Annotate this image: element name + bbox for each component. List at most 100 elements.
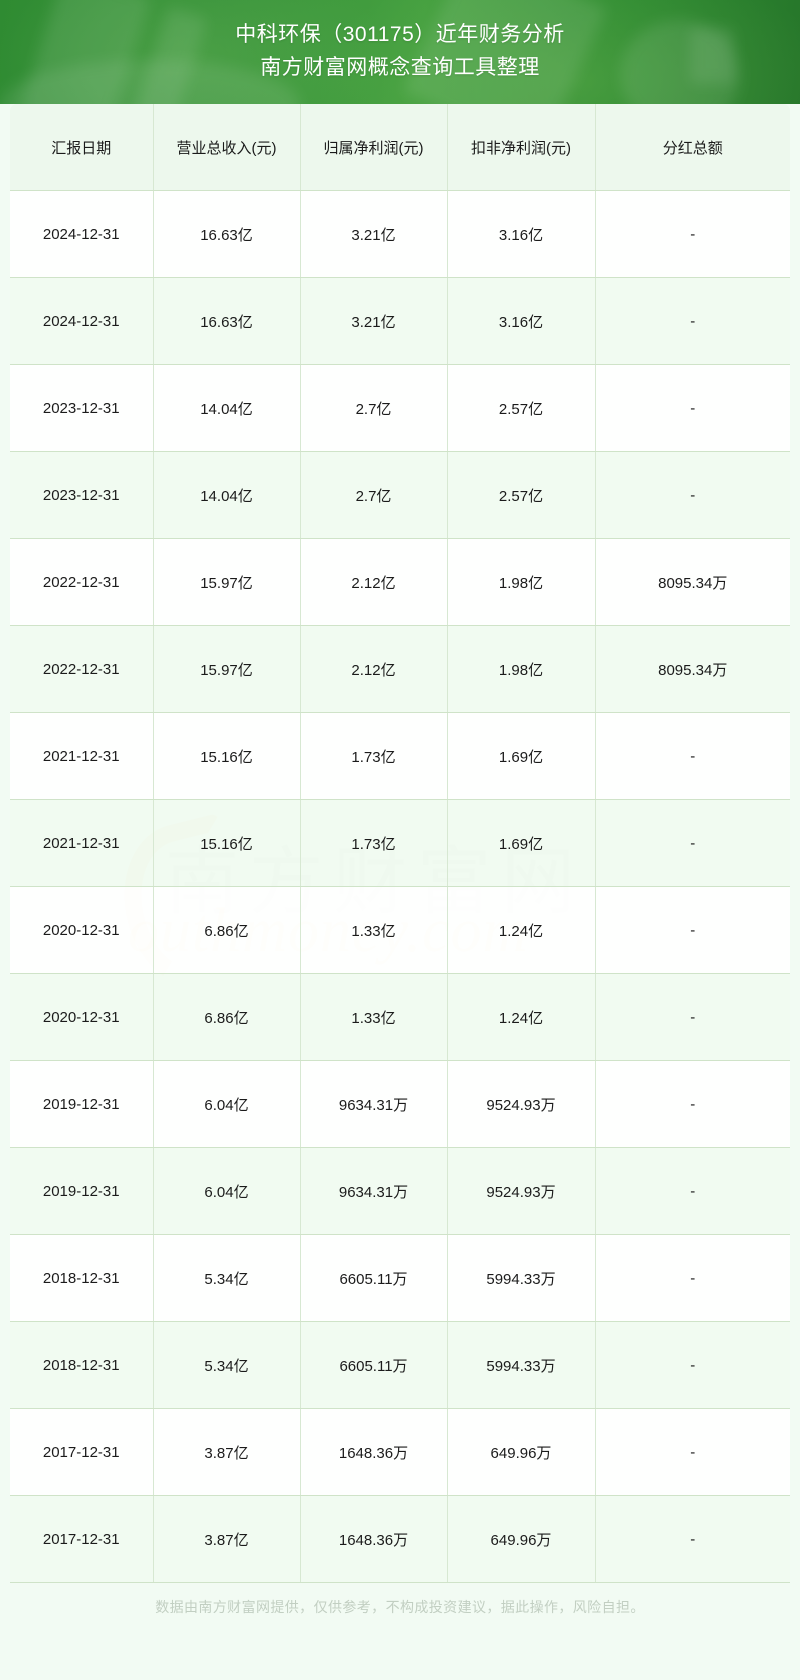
- cell-net-profit: 1.33亿: [300, 973, 448, 1061]
- cell-date: 2022-12-31: [10, 625, 154, 713]
- cell-revenue: 15.16亿: [153, 799, 301, 887]
- table-header-row: 汇报日期 营业总收入(元) 归属净利润(元) 扣非净利润(元) 分红总额: [10, 104, 790, 191]
- table-row: 2020-12-31 6.86亿 1.33亿 1.24亿 -: [10, 886, 790, 974]
- cell-date: 2020-12-31: [10, 973, 154, 1061]
- cell-revenue: 15.97亿: [153, 625, 301, 713]
- cell-revenue: 6.86亿: [153, 886, 301, 974]
- page-subtitle: 南方财富网概念查询工具整理: [260, 56, 540, 79]
- cell-revenue: 3.87亿: [153, 1495, 301, 1583]
- cell-deducted-profit: 1.24亿: [447, 886, 596, 974]
- cell-dividend: -: [595, 1234, 790, 1322]
- table-row: 2017-12-31 3.87亿 1648.36万 649.96万 -: [10, 1408, 790, 1496]
- column-header-date: 汇报日期: [10, 104, 154, 191]
- table-row: 2017-12-31 3.87亿 1648.36万 649.96万 -: [10, 1495, 790, 1583]
- cell-revenue: 14.04亿: [153, 364, 301, 452]
- cell-dividend: -: [595, 1321, 790, 1409]
- cell-deducted-profit: 5994.33万: [447, 1234, 596, 1322]
- cell-net-profit: 2.7亿: [300, 364, 448, 452]
- cell-dividend: -: [595, 1495, 790, 1583]
- column-header-dividend: 分红总额: [595, 104, 790, 191]
- cell-deducted-profit: 1.24亿: [447, 973, 596, 1061]
- cell-net-profit: 1648.36万: [300, 1495, 448, 1583]
- cell-date: 2023-12-31: [10, 451, 154, 539]
- cell-date: 2022-12-31: [10, 538, 154, 626]
- cell-dividend: 8095.34万: [595, 538, 790, 626]
- cell-date: 2024-12-31: [10, 190, 154, 278]
- table-row: 2018-12-31 5.34亿 6605.11万 5994.33万 -: [10, 1321, 790, 1409]
- cell-net-profit: 2.12亿: [300, 538, 448, 626]
- cell-revenue: 6.86亿: [153, 973, 301, 1061]
- table-row: 2021-12-31 15.16亿 1.73亿 1.69亿 -: [10, 799, 790, 887]
- cell-net-profit: 1648.36万: [300, 1408, 448, 1496]
- page-title: 中科环保（301175）近年财务分析: [235, 23, 565, 46]
- table-row: 2019-12-31 6.04亿 9634.31万 9524.93万 -: [10, 1060, 790, 1148]
- cell-net-profit: 1.73亿: [300, 712, 448, 800]
- table-row: 2022-12-31 15.97亿 2.12亿 1.98亿 8095.34万: [10, 625, 790, 713]
- table-body: 2024-12-31 16.63亿 3.21亿 3.16亿 -2024-12-31 16.…: [10, 190, 790, 1583]
- cell-revenue: 5.34亿: [153, 1234, 301, 1322]
- cell-dividend: -: [595, 190, 790, 278]
- cell-net-profit: 6605.11万: [300, 1234, 448, 1322]
- table-row: 2024-12-31 16.63亿 3.21亿 3.16亿 -: [10, 277, 790, 365]
- table-row: 2023-12-31 14.04亿 2.7亿 2.57亿 -: [10, 451, 790, 539]
- cell-dividend: -: [595, 1408, 790, 1496]
- cell-date: 2020-12-31: [10, 886, 154, 974]
- cell-deducted-profit: 3.16亿: [447, 190, 596, 278]
- financial-table-container: 汇报日期 营业总收入(元) 归属净利润(元) 扣非净利润(元) 分红总额 202…: [10, 104, 790, 1583]
- cell-deducted-profit: 1.98亿: [447, 538, 596, 626]
- banner-titles: 中科环保（301175）近年财务分析 南方财富网概念查询工具整理: [0, 0, 800, 84]
- cell-deducted-profit: 2.57亿: [447, 451, 596, 539]
- column-header-revenue: 营业总收入(元): [153, 104, 301, 191]
- cell-net-profit: 9634.31万: [300, 1147, 448, 1235]
- cell-deducted-profit: 9524.93万: [447, 1147, 596, 1235]
- cell-dividend: -: [595, 1060, 790, 1148]
- cell-deducted-profit: 5994.33万: [447, 1321, 596, 1409]
- cell-dividend: -: [595, 451, 790, 539]
- cell-dividend: -: [595, 973, 790, 1061]
- cell-revenue: 16.63亿: [153, 190, 301, 278]
- cell-deducted-profit: 9524.93万: [447, 1060, 596, 1148]
- cell-date: 2021-12-31: [10, 799, 154, 887]
- cell-date: 2018-12-31: [10, 1234, 154, 1322]
- cell-dividend: -: [595, 1147, 790, 1235]
- cell-revenue: 15.16亿: [153, 712, 301, 800]
- cell-deducted-profit: 3.16亿: [447, 277, 596, 365]
- cell-net-profit: 9634.31万: [300, 1060, 448, 1148]
- page-banner: 中科环保（301175）近年财务分析 南方财富网概念查询工具整理: [0, 0, 800, 104]
- cell-date: 2017-12-31: [10, 1495, 154, 1583]
- cell-date: 2024-12-31: [10, 277, 154, 365]
- cell-deducted-profit: 1.69亿: [447, 799, 596, 887]
- column-header-net-profit: 归属净利润(元): [300, 104, 448, 191]
- table-row: 2024-12-31 16.63亿 3.21亿 3.16亿 -: [10, 190, 790, 278]
- cell-deducted-profit: 649.96万: [447, 1408, 596, 1496]
- cell-dividend: -: [595, 886, 790, 974]
- cell-dividend: -: [595, 712, 790, 800]
- cell-dividend: 8095.34万: [595, 625, 790, 713]
- cell-dividend: -: [595, 277, 790, 365]
- cell-net-profit: 6605.11万: [300, 1321, 448, 1409]
- cell-net-profit: 1.73亿: [300, 799, 448, 887]
- cell-date: 2019-12-31: [10, 1060, 154, 1148]
- cell-date: 2023-12-31: [10, 364, 154, 452]
- cell-net-profit: 3.21亿: [300, 190, 448, 278]
- cell-dividend: -: [595, 364, 790, 452]
- cell-revenue: 6.04亿: [153, 1147, 301, 1235]
- cell-date: 2019-12-31: [10, 1147, 154, 1235]
- financial-table: 汇报日期 营业总收入(元) 归属净利润(元) 扣非净利润(元) 分红总额 202…: [10, 104, 790, 1583]
- cell-deducted-profit: 2.57亿: [447, 364, 596, 452]
- cell-net-profit: 3.21亿: [300, 277, 448, 365]
- column-header-deducted-profit: 扣非净利润(元): [447, 104, 596, 191]
- cell-revenue: 14.04亿: [153, 451, 301, 539]
- cell-revenue: 3.87亿: [153, 1408, 301, 1496]
- cell-deducted-profit: 1.69亿: [447, 712, 596, 800]
- table-header: 汇报日期 营业总收入(元) 归属净利润(元) 扣非净利润(元) 分红总额: [10, 104, 790, 191]
- cell-revenue: 15.97亿: [153, 538, 301, 626]
- cell-revenue: 5.34亿: [153, 1321, 301, 1409]
- cell-revenue: 6.04亿: [153, 1060, 301, 1148]
- cell-deducted-profit: 649.96万: [447, 1495, 596, 1583]
- cell-revenue: 16.63亿: [153, 277, 301, 365]
- cell-dividend: -: [595, 799, 790, 887]
- cell-net-profit: 2.12亿: [300, 625, 448, 713]
- table-row: 2019-12-31 6.04亿 9634.31万 9524.93万 -: [10, 1147, 790, 1235]
- table-row: 2023-12-31 14.04亿 2.7亿 2.57亿 -: [10, 364, 790, 452]
